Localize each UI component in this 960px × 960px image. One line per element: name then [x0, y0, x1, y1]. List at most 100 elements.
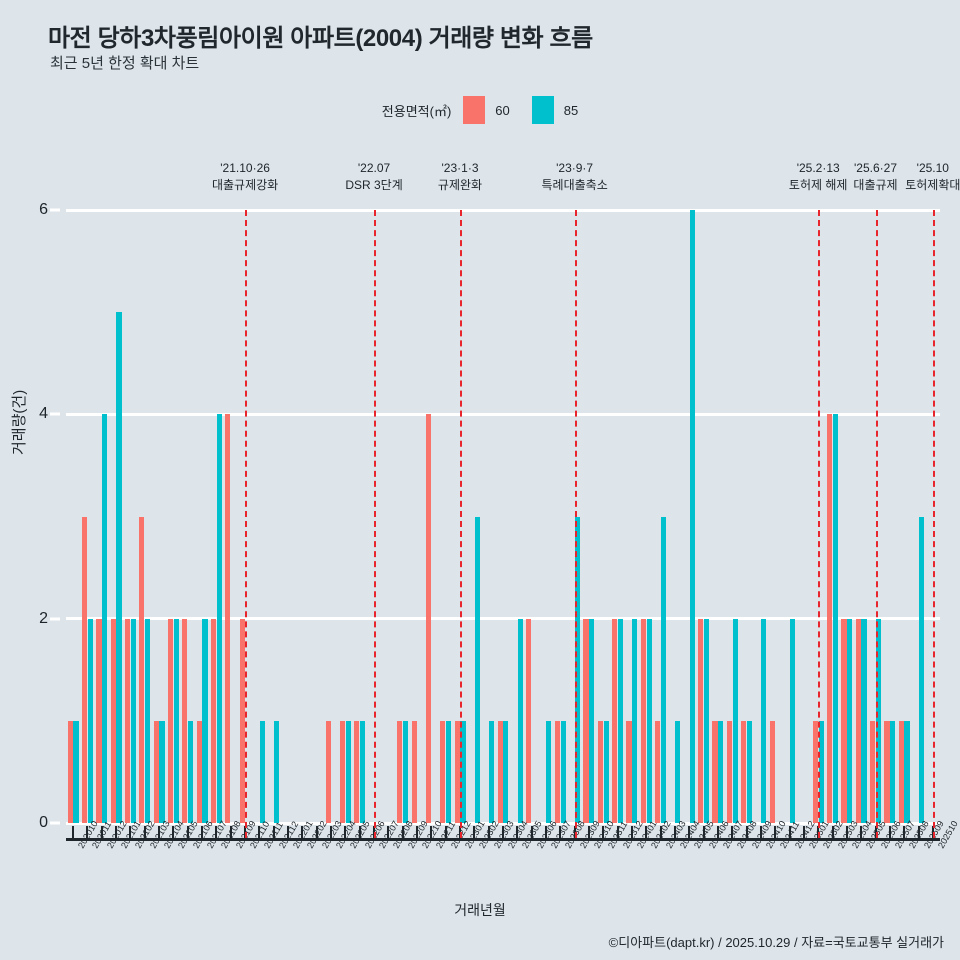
bar[interactable]: [689, 210, 695, 823]
bar[interactable]: [153, 720, 159, 823]
x-tick-mark: [888, 826, 891, 840]
x-tick-mark: [831, 826, 834, 840]
bar[interactable]: [345, 720, 351, 823]
bar[interactable]: [617, 618, 624, 823]
bar[interactable]: [898, 720, 904, 823]
bar[interactable]: [741, 720, 747, 823]
bar[interactable]: [675, 720, 681, 823]
bar[interactable]: [173, 618, 179, 823]
bar[interactable]: [855, 618, 861, 823]
bar[interactable]: [640, 618, 646, 823]
bar[interactable]: [116, 312, 122, 823]
bar[interactable]: [124, 618, 131, 823]
bar[interactable]: [918, 516, 924, 823]
bar[interactable]: [890, 720, 896, 823]
bar[interactable]: [503, 720, 509, 823]
bar[interactable]: [789, 618, 796, 823]
bar[interactable]: [411, 720, 417, 823]
bar[interactable]: [603, 720, 609, 823]
bar[interactable]: [425, 414, 432, 823]
bar[interactable]: [87, 618, 93, 823]
bar[interactable]: [339, 720, 346, 823]
bar[interactable]: [196, 720, 202, 823]
bar[interactable]: [216, 414, 222, 823]
bar[interactable]: [182, 618, 188, 823]
bar[interactable]: [655, 720, 661, 823]
bar[interactable]: [474, 516, 480, 823]
bar[interactable]: [626, 720, 632, 823]
bar[interactable]: [454, 720, 460, 823]
bar[interactable]: [546, 720, 552, 823]
bar[interactable]: [827, 414, 833, 823]
bar[interactable]: [703, 618, 710, 823]
bar[interactable]: [746, 720, 753, 823]
bar[interactable]: [325, 720, 331, 823]
x-tick-mark: [530, 826, 533, 840]
bar[interactable]: [612, 618, 618, 823]
bar[interactable]: [159, 720, 165, 823]
bar[interactable]: [726, 720, 732, 823]
bar[interactable]: [354, 720, 360, 823]
bar[interactable]: [167, 618, 174, 823]
bar[interactable]: [130, 618, 136, 823]
bar[interactable]: [847, 618, 853, 823]
bar[interactable]: [718, 720, 724, 823]
bar[interactable]: [732, 618, 738, 823]
bar[interactable]: [589, 618, 595, 823]
bar[interactable]: [698, 618, 704, 823]
x-tick-mark: [473, 826, 476, 840]
bar[interactable]: [574, 516, 581, 823]
x-tick-mark: [602, 826, 605, 840]
bar[interactable]: [139, 516, 145, 823]
bar[interactable]: [884, 720, 890, 823]
x-tick-mark: [387, 826, 390, 840]
bar[interactable]: [145, 618, 151, 823]
bar[interactable]: [646, 618, 652, 823]
bar[interactable]: [660, 516, 667, 823]
bar[interactable]: [488, 720, 495, 823]
bar[interactable]: [81, 516, 88, 823]
bar[interactable]: [274, 720, 280, 823]
bar[interactable]: [554, 720, 560, 823]
bar[interactable]: [597, 720, 603, 823]
y-tick-mark: [50, 821, 60, 825]
x-tick-mark: [401, 826, 404, 840]
bar[interactable]: [403, 720, 409, 823]
bar[interactable]: [188, 720, 194, 823]
bar[interactable]: [632, 618, 638, 823]
bar[interactable]: [818, 720, 824, 823]
bar[interactable]: [210, 618, 217, 823]
bar[interactable]: [202, 618, 208, 823]
bar[interactable]: [904, 720, 910, 823]
bar[interactable]: [73, 720, 79, 823]
bar[interactable]: [397, 720, 403, 823]
bar[interactable]: [870, 720, 876, 823]
bar[interactable]: [497, 720, 503, 823]
bar[interactable]: [583, 618, 589, 823]
bar[interactable]: [517, 618, 523, 823]
bar[interactable]: [761, 618, 767, 823]
bar[interactable]: [96, 618, 102, 823]
bar[interactable]: [259, 720, 265, 823]
chart-footer: ©디아파트(dapt.kr) / 2025.10.29 / 자료=국토교통부 실…: [608, 935, 944, 950]
bar[interactable]: [239, 618, 245, 823]
bar[interactable]: [832, 414, 839, 823]
bar[interactable]: [102, 414, 108, 823]
bar[interactable]: [560, 720, 566, 823]
bar[interactable]: [445, 720, 452, 823]
bar[interactable]: [875, 618, 881, 823]
bar[interactable]: [225, 414, 231, 823]
bar[interactable]: [360, 720, 366, 823]
bar[interactable]: [110, 618, 116, 823]
bar[interactable]: [526, 618, 532, 823]
x-tick-mark: [358, 826, 361, 840]
bar[interactable]: [460, 720, 466, 823]
y-tick-mark: [50, 412, 60, 416]
bar[interactable]: [841, 618, 847, 823]
bar[interactable]: [712, 720, 718, 823]
bar[interactable]: [812, 720, 818, 823]
bar[interactable]: [769, 720, 775, 823]
bar[interactable]: [861, 618, 867, 823]
bar[interactable]: [440, 720, 446, 823]
bar[interactable]: [67, 720, 73, 823]
